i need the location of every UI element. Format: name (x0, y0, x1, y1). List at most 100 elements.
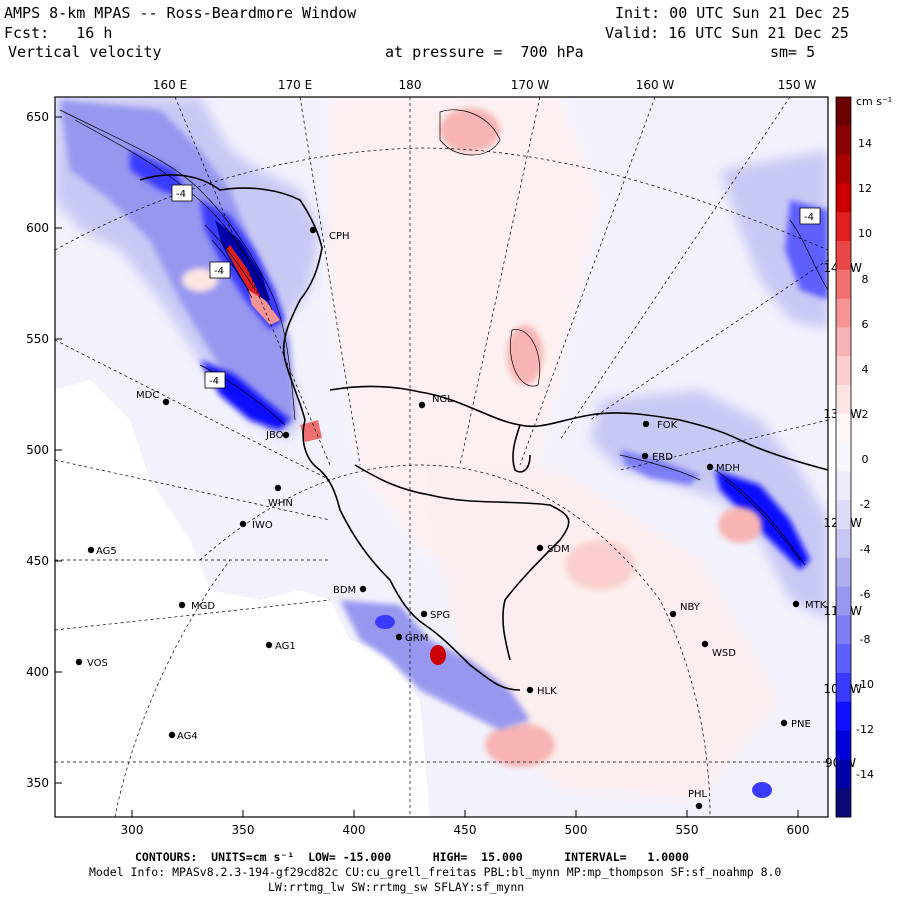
x-axis-label: 300 (121, 823, 144, 837)
station-dot-bdm (359, 585, 367, 593)
descent-core-east (785, 200, 828, 300)
colorbar-swatch (836, 471, 851, 501)
coastline-ross-ice-front (329, 385, 828, 471)
colorbar-frame (835, 96, 852, 818)
station-dot-wsd (701, 640, 709, 648)
contours-info: CONTOURS: UNITS=cm s⁻¹ LOW= -15.000 HIGH… (135, 850, 689, 864)
x-axis-label: 400 (343, 823, 366, 837)
contour-value-label: -4 (209, 376, 219, 387)
contour-label-boxes (171, 184, 821, 389)
colorbar: cm s⁻¹ 14 12 10 8 6 4 2 0 -2 -4 -6 -8 -1… (835, 95, 892, 818)
station-label-ag1: AG1 (275, 641, 296, 652)
valid-time: Valid: 16 UTC Sun 21 Dec 25 (605, 24, 849, 42)
station-label-mgd: MGD (191, 601, 215, 612)
descent-core-nw (60, 100, 295, 430)
ascent-blob-west (182, 268, 218, 292)
colorbar-label: 2 (862, 408, 869, 421)
contour-value-label: -4 (214, 266, 224, 277)
colorbar-label: 4 (862, 363, 869, 376)
colorbar-label: -4 (860, 543, 871, 556)
station-label-grm: GRM (405, 633, 428, 644)
colorbar-swatch (836, 241, 851, 271)
ascent-core-mountains (430, 645, 446, 665)
y-axis-label: 550 (26, 332, 49, 346)
station-label-whn: WHN (268, 498, 293, 509)
meridian-120e (55, 599, 331, 631)
station-dot-ag5 (87, 546, 95, 554)
station-label-vos: VOS (87, 658, 108, 669)
meridian-160e (174, 97, 331, 466)
meridian-170e (299, 97, 361, 466)
map-field (55, 97, 828, 817)
station-label-iwo: IWO (252, 520, 273, 531)
coastline-roosevelt-island (512, 424, 531, 473)
ascent-blob-east (718, 507, 762, 543)
graticule (55, 97, 828, 817)
colorbar-label: -8 (860, 633, 871, 646)
y-axis-label: 350 (26, 776, 49, 790)
station-dot-whn (274, 484, 282, 492)
colorbar-unit: cm s⁻¹ (856, 95, 892, 108)
station-label-sdm: SDM (547, 544, 570, 555)
ascent-spot-coast (300, 420, 322, 442)
y-axis-labels: 650 600 550 500 450 400 350 (26, 110, 49, 790)
station-dot-spg (420, 610, 428, 618)
ross-sea-weak-ascent (330, 97, 600, 560)
station-label-ngl: NGL (432, 394, 453, 405)
colorbar-swatch (836, 788, 851, 818)
x-axis-label: 600 (787, 823, 810, 837)
descent-area-mountains (340, 600, 530, 730)
station-dot-ag4 (168, 731, 176, 739)
y-axis-label: 400 (26, 665, 49, 679)
station-dot-mdc (162, 398, 170, 406)
station-label-pne: PNE (791, 719, 811, 730)
ascent-blob-north (440, 108, 500, 152)
y-axis-label: 500 (26, 443, 49, 457)
y-axis-label: 650 (26, 110, 49, 124)
station-label-phl: PHL (688, 789, 708, 800)
descent-core-south (752, 782, 772, 798)
station-label-hlk: HLK (537, 686, 557, 697)
contour-label-box (171, 184, 193, 202)
station-label-ag5: AG5 (96, 546, 117, 557)
contour-lines (59, 109, 828, 566)
colorbar-swatch (836, 442, 851, 472)
coastlines (139, 174, 828, 691)
station-markers (75, 226, 800, 810)
station-label-wsd: WSD (712, 648, 736, 659)
colorbar-label: 0 (862, 453, 869, 466)
x-axis-label: 550 (676, 823, 699, 837)
colorbar-label: 6 (862, 318, 869, 331)
colorbar-label: 14 (858, 137, 872, 150)
x-axis-labels: 300 350 400 450 500 550 600 (121, 823, 810, 837)
map-title: AMPS 8-km MPAS -- Ross-Beardmore Window (4, 4, 357, 22)
station-dot-iwo (239, 520, 247, 528)
station-dot-ngl (418, 401, 426, 409)
top-longitude-labels: 160 E 170 E 180 170 W 160 W 150 W (153, 78, 817, 92)
colorbar-label: -10 (856, 678, 874, 691)
descent-area-se (590, 390, 828, 620)
ascent-blob-south (565, 540, 635, 590)
colorbar-swatch (836, 413, 851, 444)
colorbar-label: 8 (862, 273, 869, 286)
descent-band-se2 (620, 450, 700, 485)
forecast-hour: Fcst: 16 h (4, 24, 113, 42)
meridian-170w (459, 97, 541, 466)
axis-ticks (55, 116, 799, 817)
ascent-blob-central (507, 325, 543, 385)
station-label-mdc: MDC (136, 390, 159, 401)
model-info-physics: LW:rrtmg_lw SW:rrtmg_sw SFLAY:sf_mynn (268, 880, 525, 894)
station-dot-vos (75, 658, 83, 666)
station-label-mtk: MTK (805, 600, 827, 611)
parallel-80s (199, 464, 711, 817)
station-label-jbo: JBO (265, 430, 284, 441)
model-info: Model Info: MPASv8.2.3-194-gf29cd82c CU:… (89, 865, 782, 879)
colorbar-swatch (836, 644, 851, 674)
station-label-bdm: BDM (333, 585, 356, 596)
colorbar-swatch (836, 327, 851, 357)
contour-value-labels: -4 -4 -4 -4 (176, 189, 814, 387)
lon-label-top: 180 (399, 78, 422, 92)
colorbar-swatch (836, 183, 851, 213)
colorbar-labels: 14 12 10 8 6 4 2 0 -2 -4 -6 -8 -10 -12 -… (856, 137, 874, 781)
colorbar-swatch (836, 500, 851, 530)
